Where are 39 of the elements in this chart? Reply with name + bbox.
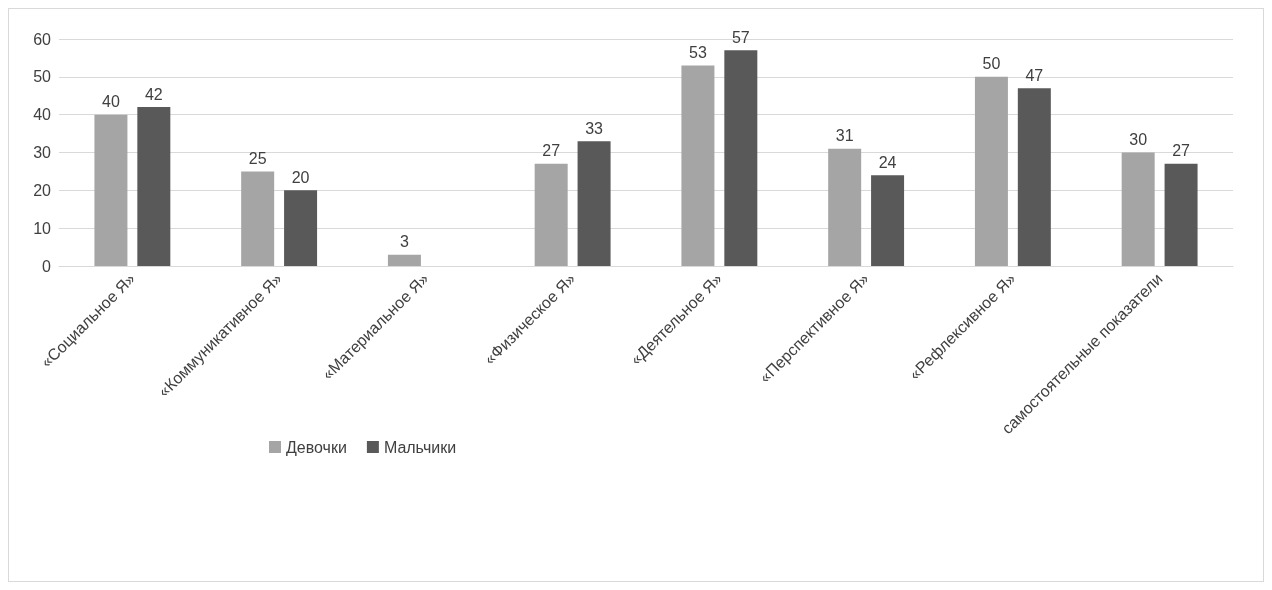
bar <box>724 50 758 266</box>
y-tick-label: 30 <box>33 144 52 161</box>
bar <box>828 148 862 266</box>
data-label: 33 <box>585 119 604 137</box>
bar <box>534 163 568 266</box>
data-label: 20 <box>291 168 310 186</box>
data-label: 25 <box>248 149 267 167</box>
legend-label: Девочки <box>286 438 347 456</box>
data-label: 30 <box>1129 131 1148 148</box>
bar <box>94 114 128 266</box>
bar <box>241 171 275 266</box>
bar <box>974 76 1008 266</box>
y-tick-label: 50 <box>33 68 52 86</box>
data-label: 57 <box>731 28 750 46</box>
data-label: 40 <box>102 93 120 111</box>
data-label: 31 <box>835 127 854 145</box>
data-label: 27 <box>542 142 561 160</box>
bar <box>681 65 715 266</box>
bar <box>1121 152 1155 266</box>
data-label: 27 <box>1172 142 1191 160</box>
data-label: 42 <box>144 85 163 103</box>
bar <box>284 190 318 266</box>
y-tick-label: 20 <box>33 181 52 199</box>
data-label: 47 <box>1025 66 1044 84</box>
bar <box>871 175 905 266</box>
y-tick-label: 0 <box>42 257 52 275</box>
data-label: 3 <box>399 233 409 251</box>
bar <box>1164 163 1198 266</box>
y-tick-label: 60 <box>33 30 52 48</box>
y-tick-label: 10 <box>33 219 52 237</box>
data-label: 24 <box>878 153 897 171</box>
bar <box>137 107 171 266</box>
data-label: 50 <box>982 55 1001 73</box>
bar <box>1017 88 1051 266</box>
data-label: 53 <box>689 43 707 61</box>
legend-label: Мальчики <box>383 438 457 456</box>
y-tick-label: 40 <box>33 106 52 124</box>
bar <box>577 141 611 266</box>
bar <box>387 254 421 266</box>
